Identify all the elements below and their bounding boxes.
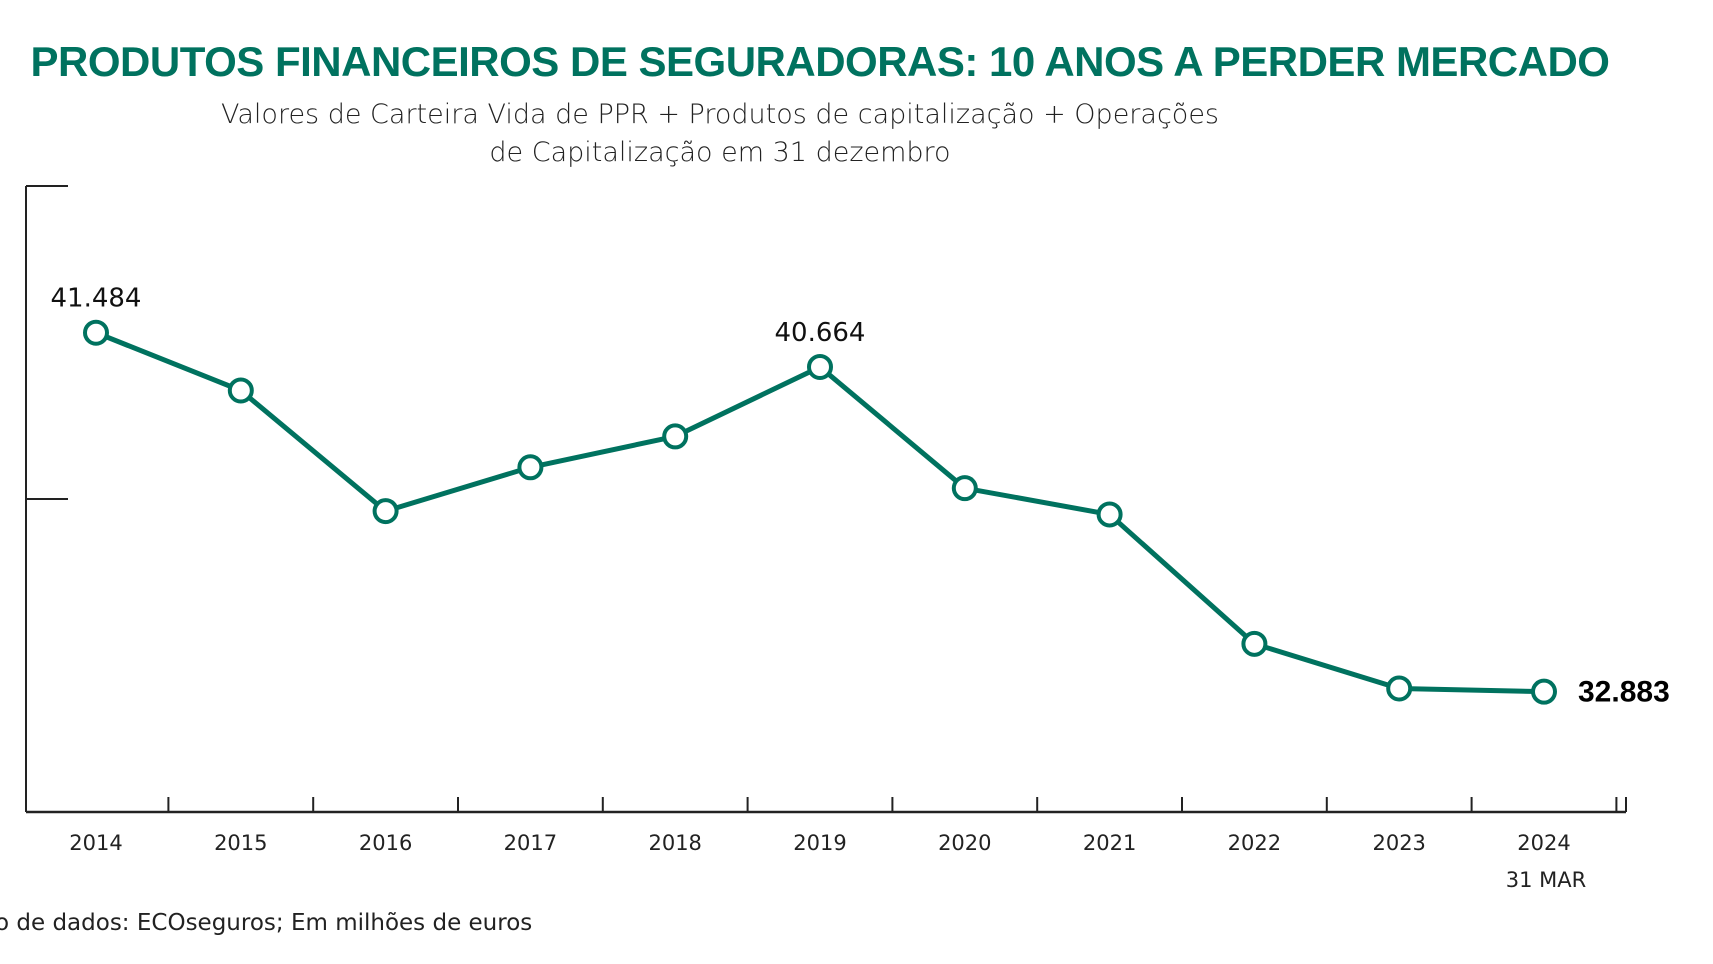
x-tick-label: 2024 (1517, 831, 1570, 855)
data-point-2016 (372, 498, 399, 525)
x-axis-labels: 2014 2015 2016 2017 2018 2019 2020 2021 2022 2023… (69, 831, 1586, 892)
data-point-2019 (807, 353, 833, 380)
data-point-2017 (517, 454, 544, 481)
chart-subtitle-line-1: Valores de Carteira Vida de PPR + Produt… (221, 99, 1219, 130)
axes (25, 185, 1627, 814)
x-tick-label: 2023 (1372, 831, 1425, 855)
data-label-2014: 41.484 (51, 284, 142, 314)
x-tick-sublabel: 31 MAR (1506, 868, 1586, 892)
chart-title: PRODUTOS FINANCEIROS DE SEGURADORAS: 10 … (30, 38, 1610, 85)
data-point-2018 (662, 423, 689, 450)
x-tick-label: 2019 (793, 831, 846, 855)
data-point-2020 (951, 475, 978, 502)
x-tick-label: 2022 (1228, 831, 1281, 855)
x-tick-label: 2021 (1083, 831, 1136, 855)
data-point-2014 (83, 319, 109, 346)
x-tick-label: 2020 (938, 831, 991, 855)
data-points (83, 319, 1557, 705)
data-label-2019: 40.664 (775, 318, 866, 348)
chart-subtitle: Valores de Carteira Vida de PPR + Produt… (160, 96, 1280, 172)
data-point-2023 (1386, 675, 1413, 702)
data-label-2024: 32.883 (1578, 676, 1670, 709)
data-point-2021 (1096, 501, 1123, 528)
data-labels: 41.484 40.664 32.883 (51, 284, 1670, 709)
chart-subtitle-line-2: de Capitalização em 31 dezembro (489, 137, 951, 168)
data-point-2022 (1241, 630, 1268, 657)
data-point-2015 (227, 377, 254, 404)
data-point-2024 (1531, 678, 1557, 705)
x-tick-label: 2018 (648, 831, 701, 855)
series-line (93, 330, 1547, 695)
x-tick-label: 2015 (214, 831, 267, 855)
source-note: to de dados: ECOseguros; Em milhões de e… (0, 910, 533, 936)
x-tick-label: 2016 (359, 831, 412, 855)
x-tick-label: 2017 (504, 831, 557, 855)
x-tick-label: 2014 (69, 831, 122, 855)
